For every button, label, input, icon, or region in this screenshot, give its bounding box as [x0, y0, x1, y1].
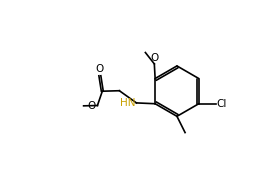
Text: O: O — [96, 64, 104, 74]
Text: O: O — [150, 53, 158, 63]
Text: O: O — [88, 101, 96, 111]
Text: HN: HN — [120, 98, 136, 108]
Text: Cl: Cl — [216, 99, 227, 109]
